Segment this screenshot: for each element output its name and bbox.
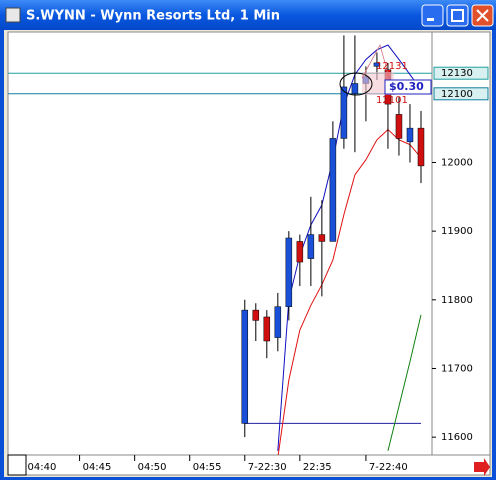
candle-body bbox=[285, 237, 293, 307]
corner-box[interactable] bbox=[7, 454, 27, 476]
x-tick-label: 7-22:40 bbox=[369, 462, 408, 473]
annotation: $0.30 bbox=[389, 80, 424, 93]
level-label: 12100 bbox=[441, 89, 473, 100]
x-tick-label: 04:50 bbox=[138, 462, 167, 473]
x-tick-label: 04:45 bbox=[83, 462, 112, 473]
minimize-button[interactable] bbox=[421, 4, 444, 27]
level-label-box bbox=[433, 66, 489, 80]
candle-body bbox=[318, 234, 326, 242]
indicator-line bbox=[387, 314, 422, 451]
candle-body bbox=[340, 86, 348, 139]
measure-line bbox=[361, 43, 395, 96]
chart: 11600 11700 11800 11900 12000 04:40 04:45 04:50… bbox=[8, 35, 489, 473]
candle-body bbox=[252, 309, 260, 321]
level-label-box bbox=[433, 87, 489, 101]
x-tick-label: 22:35 bbox=[303, 462, 332, 473]
x-tick-label: 7-22:30 bbox=[248, 462, 287, 473]
level-label: 12130 bbox=[441, 68, 473, 79]
candle-body bbox=[395, 114, 403, 139]
y-tick-label: 12000 bbox=[441, 157, 473, 168]
candle-body bbox=[417, 127, 425, 167]
y-tick-label: 11800 bbox=[441, 295, 473, 306]
scroll-arrow[interactable] bbox=[474, 458, 490, 476]
candle-body bbox=[241, 309, 249, 424]
close-button[interactable] bbox=[471, 4, 494, 27]
title-bar bbox=[0, 0, 496, 30]
annotation: 12101 bbox=[376, 95, 408, 106]
circle-marker bbox=[339, 72, 373, 96]
candle-body bbox=[329, 138, 337, 242]
candle-body bbox=[351, 83, 359, 95]
candle-body bbox=[406, 127, 414, 143]
candle-body bbox=[373, 62, 381, 67]
y-tick-label: 11600 bbox=[441, 432, 473, 443]
maximize-button[interactable] bbox=[446, 4, 469, 27]
candle-body bbox=[307, 234, 315, 259]
annotation-box bbox=[384, 79, 432, 95]
x-tick-label: 04:40 bbox=[28, 462, 57, 473]
plot-area bbox=[7, 31, 433, 456]
candle-body bbox=[274, 306, 282, 338]
annotation: 12131 bbox=[376, 61, 408, 72]
candle-body bbox=[263, 316, 271, 342]
y-tick-label: 11700 bbox=[441, 363, 473, 374]
window-title: S.WYNN - Wynn Resorts Ltd, 1 Min bbox=[26, 9, 280, 24]
y-tick-label: 11900 bbox=[441, 226, 473, 237]
x-tick-label: 04:55 bbox=[193, 462, 222, 473]
app-icon bbox=[5, 7, 21, 23]
candle-body bbox=[296, 241, 304, 263]
